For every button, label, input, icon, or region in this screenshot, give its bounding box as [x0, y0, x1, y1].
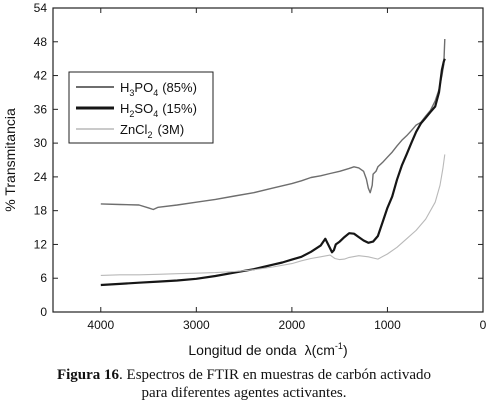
- y-axis-title: % Transmitancia: [2, 108, 18, 212]
- x-axis-title-text: Longitud de onda: [188, 342, 296, 358]
- x-tick-label: 3000: [183, 318, 210, 332]
- y-tick-label: 48: [34, 35, 48, 49]
- caption-text-1: . Espectros de FTIR en muestras de carbó…: [119, 367, 432, 383]
- legend: H3PO4 (85%) H2SO4 (15%) ZnCl2 (3M): [68, 71, 214, 144]
- legend-label-h2so4: H2SO4 (15%): [120, 101, 197, 119]
- y-tick-label: 42: [34, 69, 48, 83]
- ftir-chart: 0 6 12 18 24 30 36 42 48 54 4000 3000 2000 1000 0 % Tr…: [2, 1, 487, 358]
- y-tick-label: 54: [34, 1, 48, 15]
- y-tick-label: 36: [34, 102, 48, 116]
- caption-line-2: para diferentes agentes activantes.: [141, 385, 347, 401]
- series-layer: [100, 38, 446, 287]
- y-tick-label: 30: [34, 136, 48, 150]
- y-tick-label: 12: [34, 237, 48, 251]
- x-axis-title-exp: -1: [335, 341, 343, 351]
- y-tick-label: 18: [34, 204, 48, 218]
- x-axis-title-symbol: λ(cm: [305, 342, 335, 358]
- plot-area: [52, 7, 484, 313]
- caption-line-1: Figura 16. Espectros de FTIR en muestras…: [0, 366, 488, 384]
- caption-label: Figura 16: [56, 367, 120, 383]
- x-tick-label: 0: [480, 318, 487, 332]
- axis-ticks: 0 6 12 18 24 30 36 42 48 54 4000 3000 2000 1000 0: [34, 1, 487, 332]
- x-axis-title-close: ): [343, 342, 348, 358]
- figure-caption: Figura 16. Espectros de FTIR en muestras…: [0, 366, 488, 402]
- x-tick-label: 2000: [279, 318, 306, 332]
- x-axis-title: Longitud de onda λ(cm-1): [188, 341, 347, 358]
- x-tick-label: 1000: [374, 318, 401, 332]
- y-tick-label: 24: [34, 170, 48, 184]
- y-tick-label: 0: [40, 305, 47, 319]
- series-line-zncl2: [100, 154, 446, 276]
- legend-label-zncl2: ZnCl2 (3M): [120, 122, 184, 140]
- series-line-h3po4: [100, 38, 446, 211]
- x-tick-label: 4000: [87, 318, 114, 332]
- legend-label-h3po4: H3PO4 (85%): [120, 80, 197, 98]
- y-tick-label: 6: [40, 271, 47, 285]
